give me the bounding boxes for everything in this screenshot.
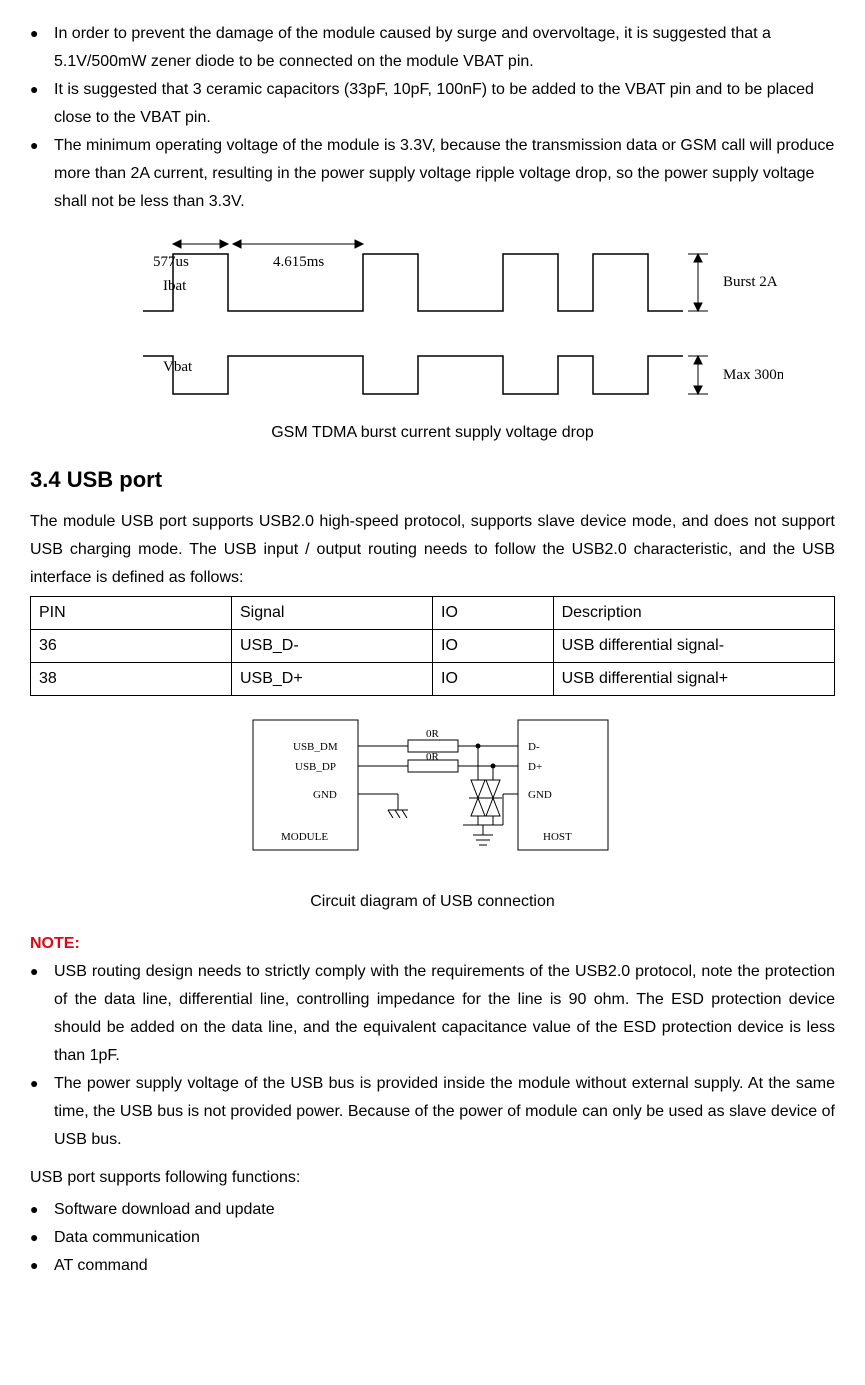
d-minus-label: D-: [528, 741, 540, 753]
usb-dm-label: USB_DM: [293, 741, 338, 753]
period-label: 4.615ms: [273, 254, 324, 270]
note-bullet-list: USB routing design needs to strictly com…: [30, 958, 835, 1154]
note-label: NOTE:: [30, 930, 835, 958]
table-header: Signal: [232, 596, 433, 629]
usb-dp-label: USB_DP: [295, 761, 336, 773]
table-cell: USB_D+: [232, 662, 433, 695]
list-item: Data communication: [30, 1224, 835, 1252]
list-item: USB routing design needs to strictly com…: [30, 958, 835, 1070]
d-plus-label: D+: [528, 761, 542, 773]
table-row: 38 USB_D+ IO USB differential signal+: [31, 662, 835, 695]
vbat-label: Vbat: [163, 359, 193, 375]
usb-circuit-diagram: USB_DM USB_DP GND MODULE D- D+ GND HOST …: [30, 710, 835, 880]
host-label: HOST: [543, 831, 572, 843]
table-header: Description: [553, 596, 834, 629]
table-row: PIN Signal IO Description: [31, 596, 835, 629]
intro-bullet-list: In order to prevent the damage of the mo…: [30, 20, 835, 216]
list-item: It is suggested that 3 ceramic capacitor…: [30, 76, 835, 132]
pin-table: PIN Signal IO Description 36 USB_D- IO U…: [30, 596, 835, 696]
table-cell: USB_D-: [232, 629, 433, 662]
ibat-label: Ibat: [163, 278, 187, 294]
module-label: MODULE: [281, 831, 328, 843]
table-cell: USB differential signal-: [553, 629, 834, 662]
pulse-width-label: 577us: [153, 254, 189, 270]
table-cell: USB differential signal+: [553, 662, 834, 695]
timing-diagram-caption: GSM TDMA burst current supply voltage dr…: [30, 419, 835, 447]
usb-diagram-caption: Circuit diagram of USB connection: [30, 888, 835, 916]
list-item: In order to prevent the damage of the mo…: [30, 20, 835, 76]
table-cell: IO: [433, 629, 554, 662]
table-cell: 38: [31, 662, 232, 695]
section-body: The module USB port supports USB2.0 high…: [30, 508, 835, 592]
table-header: PIN: [31, 596, 232, 629]
table-cell: 36: [31, 629, 232, 662]
section-heading: 3.4 USB port: [30, 461, 835, 500]
functions-list: Software download and update Data commun…: [30, 1196, 835, 1280]
list-item: The minimum operating voltage of the mod…: [30, 132, 835, 216]
resistor-label-2: 0R: [426, 751, 440, 763]
table-header: IO: [433, 596, 554, 629]
functions-intro: USB port supports following functions:: [30, 1164, 835, 1192]
burst-label: Burst 2A: [723, 274, 778, 290]
resistor-label-1: 0R: [426, 728, 440, 740]
max-ripple-label: Max 300mV: [723, 367, 783, 383]
list-item: Software download and update: [30, 1196, 835, 1224]
list-item: The power supply voltage of the USB bus …: [30, 1070, 835, 1154]
gnd-label-module: GND: [313, 789, 337, 801]
timing-diagram: 577us 4.615ms Ibat Burst 2A Vbat Max 300…: [30, 226, 835, 411]
table-cell: IO: [433, 662, 554, 695]
gnd-label-host: GND: [528, 789, 552, 801]
list-item: AT command: [30, 1252, 835, 1280]
table-row: 36 USB_D- IO USB differential signal-: [31, 629, 835, 662]
